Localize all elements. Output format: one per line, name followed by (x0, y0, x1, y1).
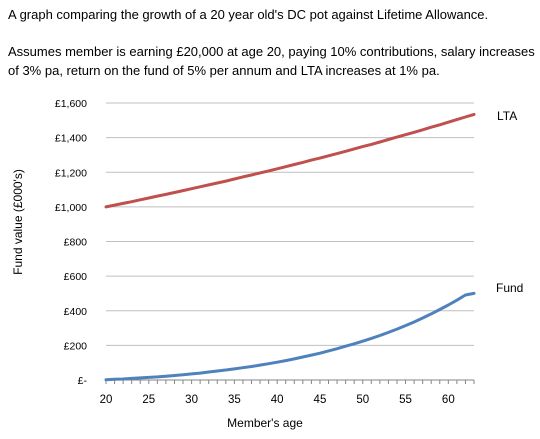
series-labels: LTA Fund (496, 109, 523, 295)
y-tick-label: £200 (64, 340, 88, 352)
y-tick-label: £1,200 (55, 167, 87, 179)
axes (105, 379, 475, 384)
y-tick-label: £1,600 (55, 98, 87, 110)
x-tick-label: 55 (399, 394, 412, 406)
series-label-lta: LTA (497, 109, 517, 123)
x-tick-label: 60 (442, 394, 455, 406)
y-axis-label: Fund value (£000's) (11, 169, 25, 275)
x-tick-label: 20 (100, 394, 113, 406)
series-lines (104, 112, 476, 382)
y-tick-label: £400 (64, 306, 88, 318)
y-tick-labels: £- £200 £400 £600 £800 £1,000 £1,200 £1,400 £1,6… (55, 98, 88, 387)
x-tick-labels: 20 25 30 35 40 45 50 55 60 (100, 394, 455, 406)
x-axis-label: Member's age (227, 416, 303, 430)
y-tick-label: £600 (64, 271, 88, 283)
x-tick-label: 50 (356, 394, 369, 406)
series-line-lta (104, 112, 476, 209)
y-tick-label: £800 (64, 237, 88, 249)
x-tick-label: 40 (271, 394, 284, 406)
chart-title: A graph comparing the growth of a 20 yea… (8, 7, 489, 22)
x-tick-label: 30 (185, 394, 198, 406)
series-line-fund (104, 291, 476, 382)
y-tick-label: £- (78, 375, 88, 387)
y-tick-label: £1,000 (55, 202, 87, 214)
x-tick-label: 35 (228, 394, 241, 406)
gridlines (106, 102, 474, 346)
x-tick-label: 45 (314, 394, 327, 406)
x-tick-label: 25 (142, 394, 155, 406)
y-tick-label: £1,400 (55, 133, 87, 145)
chart-subtitle: Assumes member is earning £20,000 at age… (8, 44, 535, 78)
series-label-fund: Fund (496, 281, 523, 295)
